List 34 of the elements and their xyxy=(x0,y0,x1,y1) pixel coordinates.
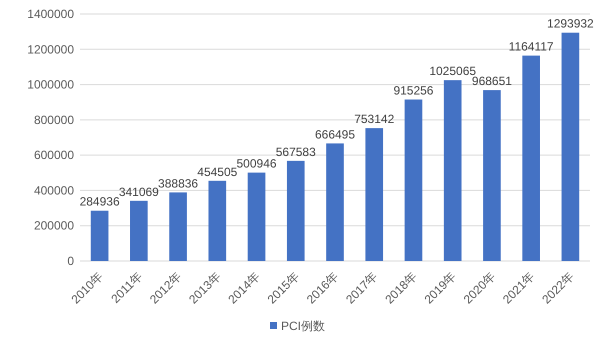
data-label: 284936 xyxy=(80,194,120,209)
y-tick-label: 1200000 xyxy=(27,42,74,56)
y-tick-label: 800000 xyxy=(34,112,74,127)
bar xyxy=(562,32,580,261)
bar xyxy=(326,143,344,261)
bar xyxy=(365,128,384,261)
bar xyxy=(248,172,266,261)
bar xyxy=(404,100,422,261)
bar xyxy=(130,200,148,261)
bar xyxy=(483,90,501,261)
bar xyxy=(90,210,108,261)
data-label: 388836 xyxy=(158,176,198,190)
data-label: 753142 xyxy=(354,112,395,126)
y-tick-label: 1400000 xyxy=(27,7,74,21)
data-label: 915256 xyxy=(393,84,434,98)
y-tick-label: 0 xyxy=(67,254,74,268)
y-tick-label: 1000000 xyxy=(27,78,74,92)
bar xyxy=(208,180,226,261)
data-label: 1164117 xyxy=(508,40,554,54)
y-tick-label: 600000 xyxy=(34,148,74,162)
legend-label: PCI例数 xyxy=(281,319,326,333)
data-label: 341069 xyxy=(118,184,160,199)
y-tick-label: 200000 xyxy=(34,218,74,233)
data-label: 968651 xyxy=(472,74,512,88)
data-label: 500946 xyxy=(236,156,277,171)
bar xyxy=(444,80,462,261)
y-tick-label: 400000 xyxy=(34,183,74,198)
data-label: 666495 xyxy=(314,127,356,142)
bar xyxy=(286,160,305,261)
data-label: 454505 xyxy=(197,164,238,179)
bar xyxy=(169,192,187,261)
bar xyxy=(522,56,540,261)
data-label: 567583 xyxy=(276,144,316,159)
data-label: 1293932 xyxy=(547,16,594,31)
